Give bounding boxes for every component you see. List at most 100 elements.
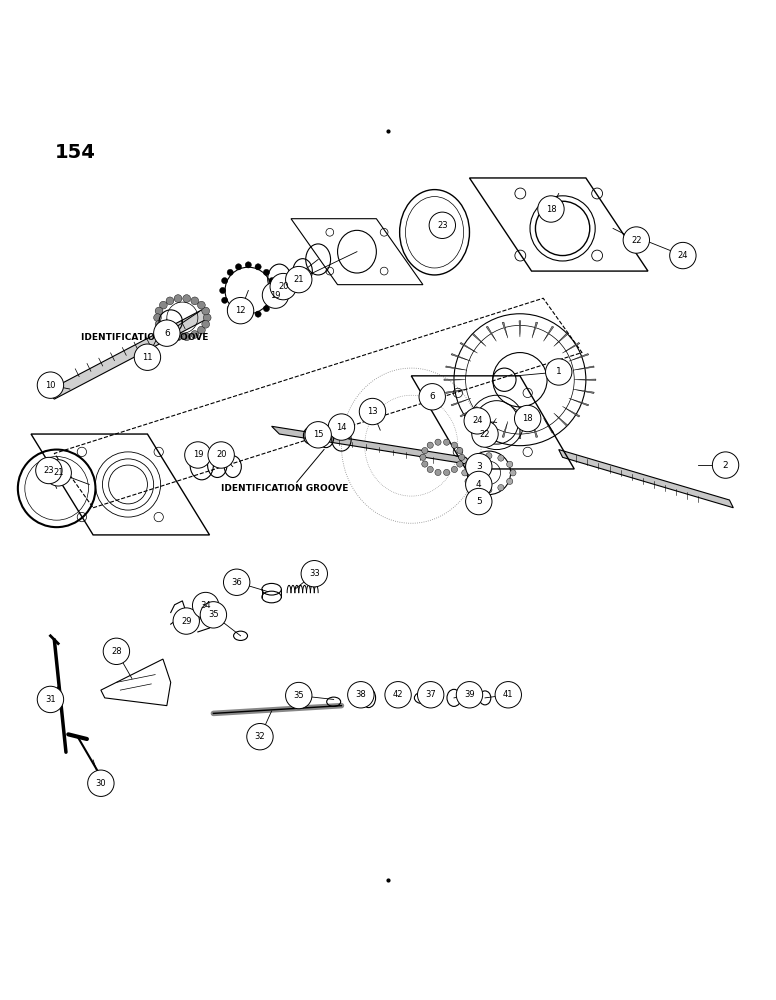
Text: 1: 1: [556, 367, 562, 376]
Circle shape: [473, 485, 480, 491]
Circle shape: [457, 447, 463, 454]
Text: 4: 4: [476, 480, 482, 489]
Circle shape: [200, 602, 227, 628]
Circle shape: [245, 313, 251, 319]
Circle shape: [538, 196, 564, 222]
Text: 6: 6: [164, 329, 170, 338]
Circle shape: [198, 301, 206, 309]
Circle shape: [466, 488, 492, 515]
Polygon shape: [543, 418, 554, 433]
Polygon shape: [574, 379, 596, 380]
Circle shape: [435, 469, 441, 476]
Circle shape: [429, 212, 456, 238]
Circle shape: [191, 297, 199, 305]
Circle shape: [223, 569, 250, 595]
Circle shape: [173, 608, 199, 634]
Circle shape: [465, 478, 471, 484]
Circle shape: [263, 269, 269, 275]
Circle shape: [464, 408, 490, 434]
Circle shape: [247, 723, 273, 750]
Polygon shape: [460, 406, 477, 417]
Circle shape: [486, 487, 492, 493]
Circle shape: [154, 314, 161, 322]
Text: 38: 38: [355, 690, 366, 699]
Text: 35: 35: [293, 691, 304, 700]
Circle shape: [348, 682, 374, 708]
Circle shape: [174, 333, 182, 341]
Polygon shape: [47, 310, 210, 399]
Text: 6: 6: [429, 392, 435, 401]
Circle shape: [670, 242, 696, 269]
Text: 154: 154: [54, 143, 95, 162]
Text: IDENTIFICATION GROOVE: IDENTIFICATION GROOVE: [81, 333, 209, 342]
Polygon shape: [451, 354, 471, 361]
Text: 23: 23: [43, 466, 54, 475]
Circle shape: [301, 561, 327, 587]
Text: 20: 20: [216, 450, 227, 459]
Circle shape: [268, 278, 275, 284]
Text: 12: 12: [235, 306, 246, 315]
Circle shape: [421, 461, 428, 467]
Text: 5: 5: [476, 497, 482, 506]
Polygon shape: [444, 379, 466, 380]
Circle shape: [498, 485, 504, 491]
Circle shape: [155, 320, 163, 328]
Circle shape: [444, 439, 450, 445]
Text: IDENTIFICATION GROOVE: IDENTIFICATION GROOVE: [221, 484, 348, 493]
Polygon shape: [563, 342, 580, 353]
Circle shape: [183, 295, 191, 302]
Circle shape: [420, 454, 426, 460]
Polygon shape: [573, 366, 594, 370]
Circle shape: [235, 311, 241, 317]
Circle shape: [466, 453, 492, 480]
Polygon shape: [554, 333, 568, 346]
Text: 19: 19: [270, 291, 281, 300]
Polygon shape: [272, 426, 473, 465]
Circle shape: [473, 455, 480, 461]
Circle shape: [459, 454, 465, 460]
Circle shape: [427, 442, 433, 448]
Circle shape: [514, 405, 541, 432]
Polygon shape: [519, 321, 521, 337]
Circle shape: [185, 442, 211, 468]
Circle shape: [495, 682, 521, 708]
Circle shape: [546, 359, 572, 385]
Text: 19: 19: [192, 450, 203, 459]
Polygon shape: [445, 366, 467, 370]
Circle shape: [45, 460, 71, 486]
Text: 2: 2: [722, 461, 729, 470]
Text: 30: 30: [95, 779, 106, 788]
Text: 39: 39: [464, 690, 475, 699]
Circle shape: [134, 344, 161, 370]
Circle shape: [328, 414, 355, 440]
Circle shape: [462, 470, 468, 476]
Circle shape: [305, 422, 331, 448]
Circle shape: [457, 461, 463, 467]
Text: 20: 20: [278, 282, 289, 291]
Circle shape: [255, 311, 262, 317]
Circle shape: [203, 314, 211, 322]
Circle shape: [452, 466, 458, 473]
Circle shape: [255, 264, 262, 270]
Circle shape: [235, 264, 241, 270]
Text: 23: 23: [437, 221, 448, 230]
Polygon shape: [532, 421, 538, 437]
Circle shape: [227, 297, 254, 324]
Circle shape: [245, 262, 251, 268]
Polygon shape: [554, 413, 568, 426]
Circle shape: [174, 295, 182, 302]
Circle shape: [155, 307, 163, 315]
Text: 11: 11: [142, 353, 153, 362]
Circle shape: [472, 421, 498, 447]
Polygon shape: [502, 421, 508, 437]
Circle shape: [154, 320, 180, 346]
Circle shape: [198, 326, 206, 334]
Polygon shape: [486, 326, 497, 341]
Text: 22: 22: [631, 236, 642, 245]
Text: 33: 33: [309, 569, 320, 578]
Circle shape: [263, 305, 269, 312]
Circle shape: [220, 287, 226, 294]
Circle shape: [286, 682, 312, 709]
Text: 29: 29: [181, 617, 192, 626]
Text: 42: 42: [393, 690, 404, 699]
